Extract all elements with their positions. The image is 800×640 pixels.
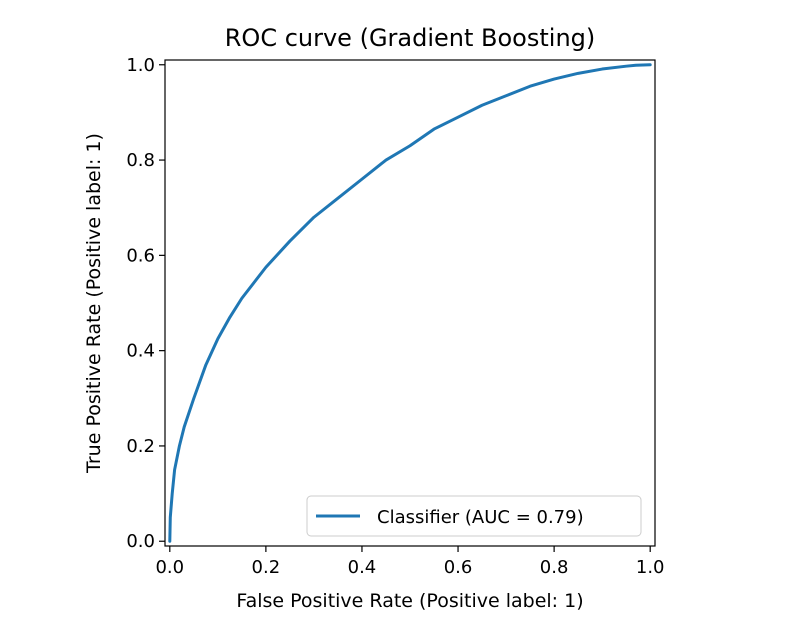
plot-frame	[164, 59, 656, 547]
ticks-layer: 0.0 0.2 0.4 0.6 0.8 1.0 0.0 0.2 0.4 0.6 0.8 1.0	[126, 55, 664, 578]
chart-title: ROC curve (Gradient Boosting)	[225, 24, 596, 52]
legend-box	[306, 495, 642, 537]
x-tick-label: 0.4	[348, 557, 377, 578]
plot-layer	[168, 63, 652, 543]
x-axis-label: False Positive Rate (Positive label: 1)	[236, 590, 583, 612]
x-tick-label: 0.2	[252, 557, 281, 578]
y-tick-label: 0.0	[126, 531, 155, 552]
x-tick-label: 1.0	[636, 557, 665, 578]
y-tick-label: 0.2	[126, 436, 155, 457]
y-tick-label: 1.0	[126, 55, 155, 76]
y-axis-label: True Positive Rate (Positive label: 1)	[83, 133, 105, 474]
x-tick-label: 0.6	[444, 557, 473, 578]
legend-label: Classifier (AUC = 0.79)	[377, 507, 584, 528]
roc-curve-line	[168, 63, 652, 543]
y-tick-label: 0.6	[126, 245, 155, 266]
x-tick-label: 0.8	[540, 557, 569, 578]
y-tick-label: 0.4	[126, 341, 155, 362]
y-tick-label: 0.8	[126, 150, 155, 171]
legend: Classifier (AUC = 0.79)	[306, 495, 642, 537]
x-tick-label: 0.0	[155, 557, 184, 578]
